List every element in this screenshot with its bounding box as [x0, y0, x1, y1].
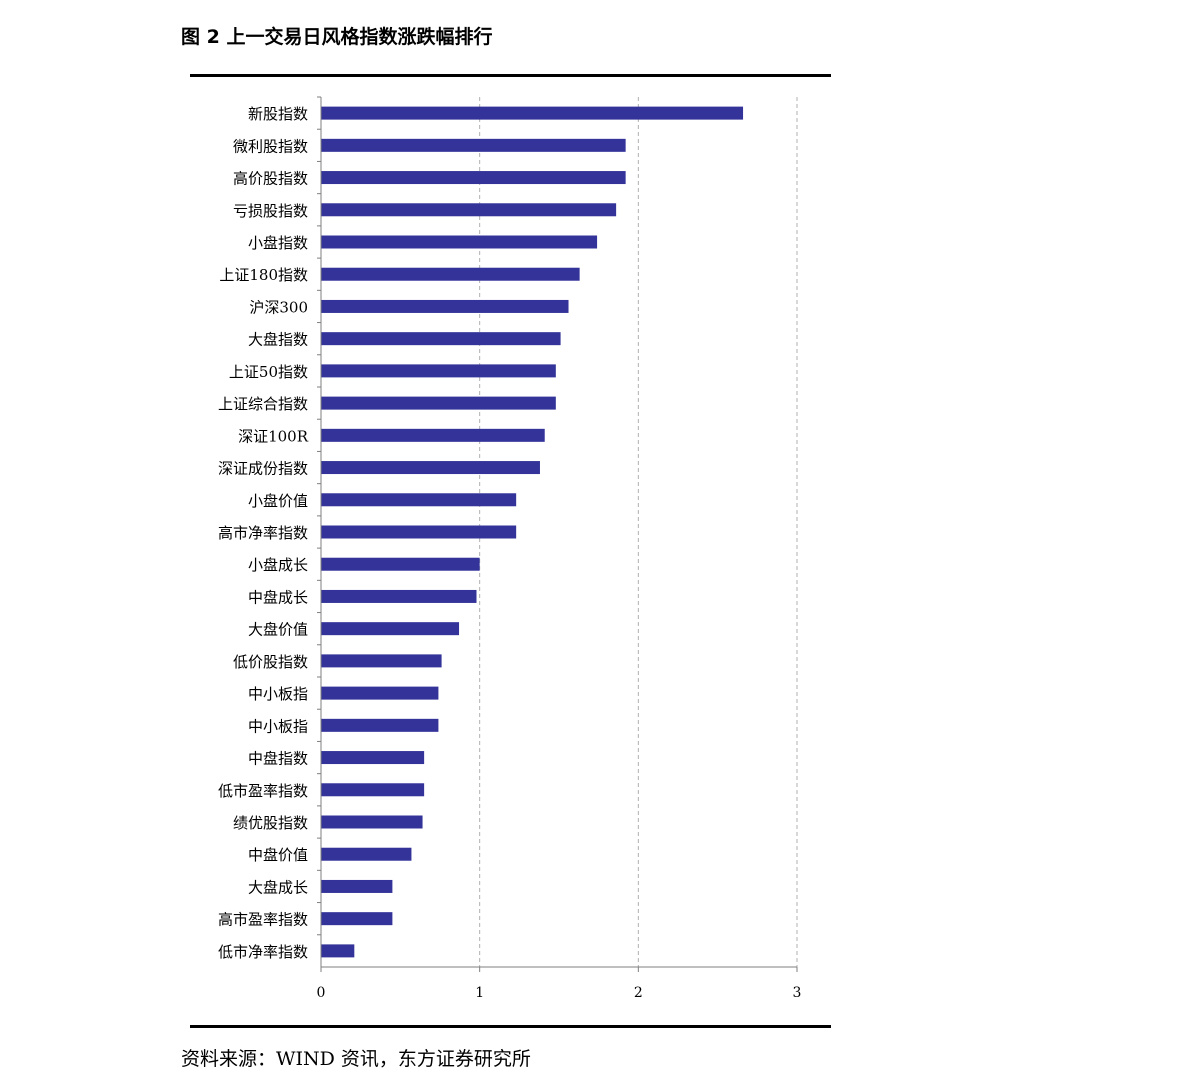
axes: [317, 96, 798, 972]
bar-20: [321, 751, 425, 765]
category-label-0: 新股指数: [248, 105, 308, 123]
bar-0: [321, 106, 744, 120]
category-label-5: 上证180指数: [219, 266, 308, 284]
bar-12: [321, 493, 517, 507]
bars: [321, 106, 744, 958]
x-tick-label-2: 2: [634, 985, 643, 1001]
category-label-24: 大盘成长: [248, 878, 308, 896]
x-tick-label-3: 3: [793, 985, 802, 1001]
bar-15: [321, 589, 477, 603]
bar-5: [321, 267, 580, 281]
category-label-20: 中盘指数: [248, 750, 308, 768]
bar-11: [321, 461, 540, 475]
category-label-10: 深证100R: [238, 427, 309, 445]
category-label-25: 高市盈率指数: [218, 911, 308, 929]
category-label-23: 中盘价值: [248, 846, 308, 864]
category-label-8: 上证50指数: [229, 363, 308, 381]
category-label-15: 中盘成长: [248, 588, 308, 606]
category-label-19: 中小板指: [248, 717, 308, 735]
category-label-6: 沪深300: [249, 298, 308, 316]
category-label-21: 低市盈率指数: [218, 782, 308, 800]
bar-18: [321, 686, 439, 700]
bar-9: [321, 396, 556, 410]
bar-10: [321, 428, 545, 442]
x-tick-label-0: 0: [317, 985, 326, 1001]
bar-4: [321, 235, 598, 249]
bar-24: [321, 879, 393, 893]
bar-23: [321, 847, 412, 861]
x-tick-label-1: 1: [475, 985, 484, 1001]
category-label-11: 深证成份指数: [218, 460, 308, 478]
category-label-7: 大盘指数: [248, 331, 308, 349]
bar-26: [321, 944, 355, 958]
category-label-13: 高市净率指数: [218, 524, 308, 542]
bar-19: [321, 718, 439, 732]
source-note: 资料来源：WIND 资讯，东方证券研究所: [181, 1048, 531, 1070]
category-label-4: 小盘指数: [248, 234, 308, 252]
category-label-1: 微利股指数: [233, 137, 308, 155]
category-label-17: 低价股指数: [233, 653, 308, 671]
category-label-16: 大盘价值: [248, 621, 308, 639]
bar-21: [321, 783, 425, 797]
figure-title: 图 2 上一交易日风格指数涨跌幅排行: [181, 26, 493, 48]
category-label-22: 绩优股指数: [233, 814, 308, 832]
category-label-14: 小盘成长: [248, 556, 308, 574]
bar-7: [321, 332, 561, 346]
bar-3: [321, 203, 617, 217]
bar-16: [321, 622, 460, 636]
x-tick-labels: 0 1 2 3: [317, 985, 802, 1001]
category-label-9: 上证综合指数: [218, 395, 308, 413]
bar-22: [321, 815, 423, 829]
bar-6: [321, 299, 569, 313]
grid-lines: [479, 97, 798, 967]
bar-17: [321, 654, 442, 668]
top-rule: [190, 74, 831, 77]
bar-8: [321, 364, 556, 378]
bar-25: [321, 912, 393, 926]
bar-14: [321, 557, 480, 571]
category-label-2: 高价股指数: [233, 170, 308, 188]
bar-2: [321, 171, 626, 185]
category-label-12: 小盘价值: [248, 492, 308, 510]
category-label-26: 低市净率指数: [218, 943, 308, 961]
bar-13: [321, 525, 517, 539]
category-label-18: 中小板指: [248, 685, 308, 703]
bottom-rule: [190, 1025, 831, 1028]
bar-1: [321, 138, 626, 152]
category-label-3: 亏损股指数: [233, 202, 308, 220]
